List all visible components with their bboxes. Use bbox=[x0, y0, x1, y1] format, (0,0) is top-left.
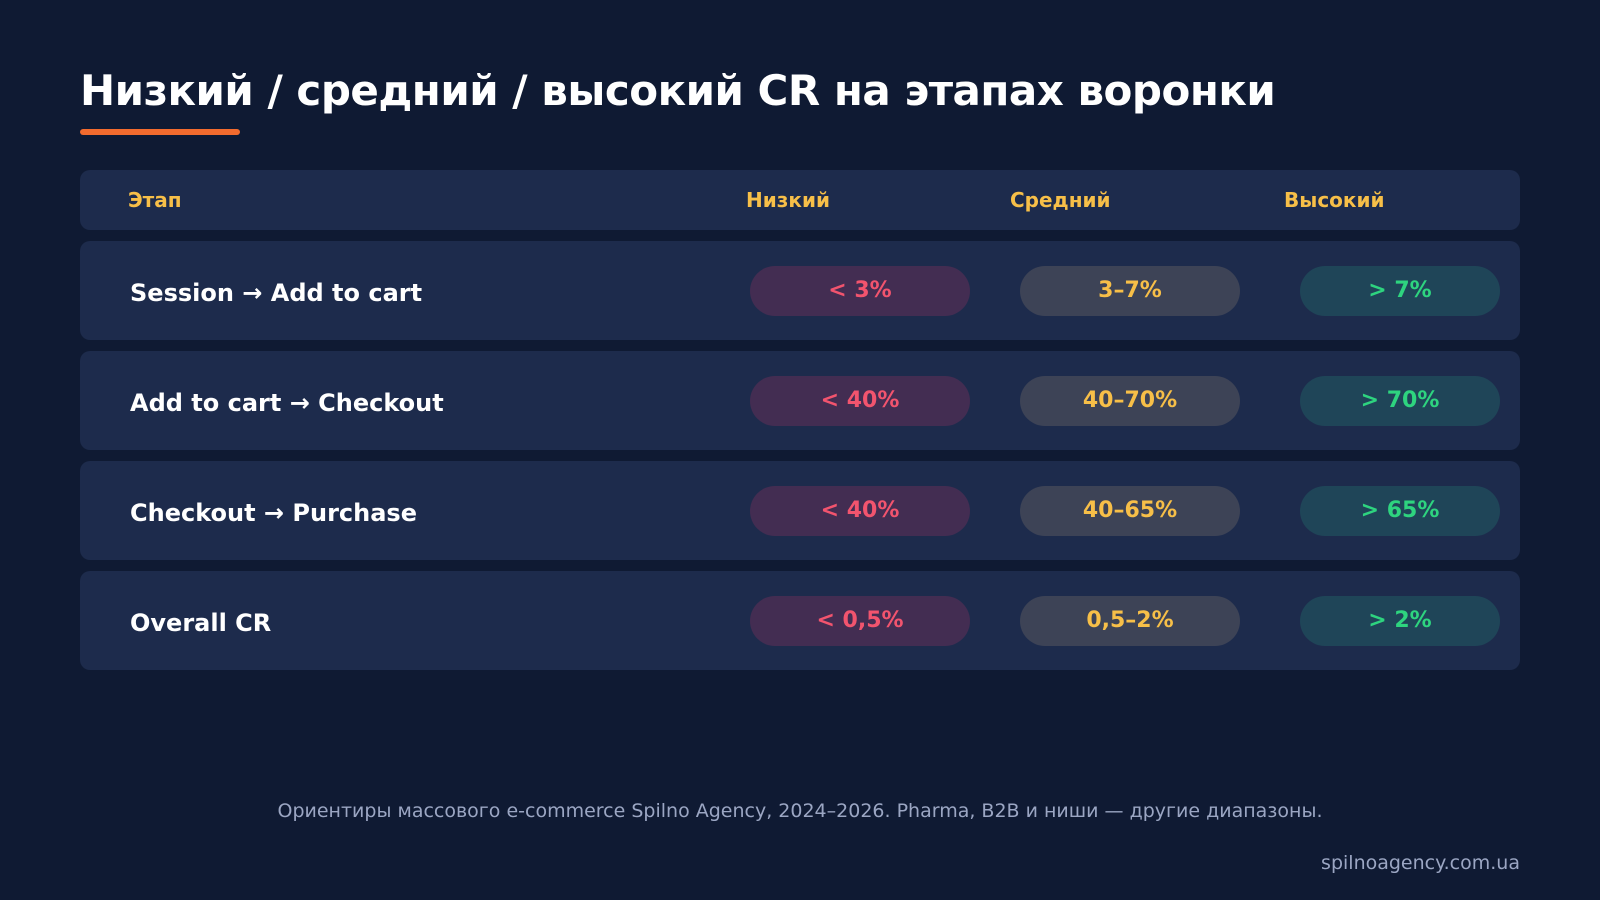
header-mid: Средний bbox=[1010, 188, 1111, 212]
header-low: Низкий bbox=[746, 188, 830, 212]
mid-range-badge: 3–7% bbox=[1020, 266, 1240, 316]
high-range-badge: > 7% bbox=[1300, 266, 1500, 316]
mid-range-badge: 40–70% bbox=[1020, 376, 1240, 426]
high-range-badge: > 70% bbox=[1300, 376, 1500, 426]
table-row: Add to cart → Checkout < 40% 40–70% > 70… bbox=[80, 351, 1520, 450]
table-row: Checkout → Purchase < 40% 40–65% > 65% bbox=[80, 461, 1520, 560]
mid-range-badge: 0,5–2% bbox=[1020, 596, 1240, 646]
stage-label: Checkout → Purchase bbox=[130, 499, 417, 527]
low-range-badge: < 40% bbox=[750, 486, 970, 536]
high-range-badge: > 65% bbox=[1300, 486, 1500, 536]
site-link[interactable]: spilnoagency.com.ua bbox=[1321, 852, 1520, 874]
high-range-badge: > 2% bbox=[1300, 596, 1500, 646]
header-high: Высокий bbox=[1284, 188, 1385, 212]
header-stage: Этап bbox=[128, 188, 182, 212]
page-title: Низкий / средний / высокий CR на этапах … bbox=[80, 66, 1276, 115]
table-row: Session → Add to cart < 3% 3–7% > 7% bbox=[80, 241, 1520, 340]
table-header: Этап Низкий Средний Высокий bbox=[80, 170, 1520, 230]
mid-range-badge: 40–65% bbox=[1020, 486, 1240, 536]
cr-table: Этап Низкий Средний Высокий Session → Ad… bbox=[80, 170, 1520, 681]
low-range-badge: < 40% bbox=[750, 376, 970, 426]
stage-label: Add to cart → Checkout bbox=[130, 389, 444, 417]
low-range-badge: < 3% bbox=[750, 266, 970, 316]
low-range-badge: < 0,5% bbox=[750, 596, 970, 646]
table-row: Overall CR < 0,5% 0,5–2% > 2% bbox=[80, 571, 1520, 670]
title-underline bbox=[80, 129, 240, 135]
stage-label: Overall CR bbox=[130, 609, 272, 637]
footnote: Ориентиры массового e-commerce Spilno Ag… bbox=[277, 800, 1323, 822]
stage-label: Session → Add to cart bbox=[130, 279, 423, 307]
